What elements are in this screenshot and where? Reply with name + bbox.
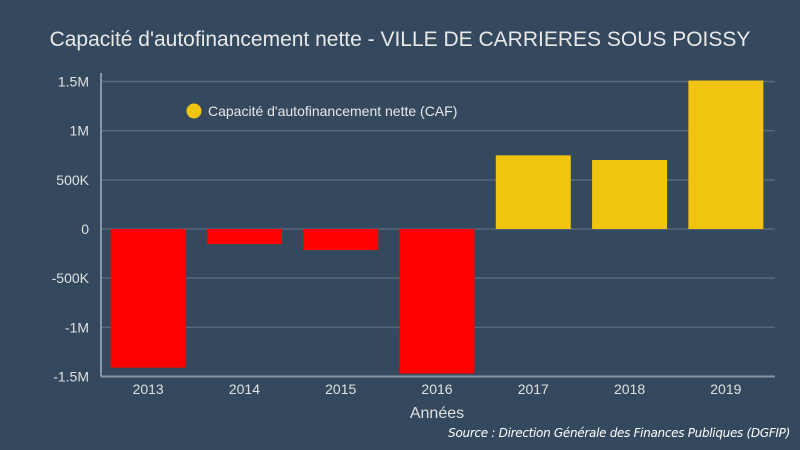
bar-2016 [399,229,475,374]
x-tick-label: 2013 [133,381,164,397]
y-tick-label: 1M [70,123,89,139]
y-tick-label: 1.5M [58,74,89,90]
y-tick-label: -1.5M [53,369,89,385]
y-tick-label: -1M [65,319,89,335]
bars [110,80,764,374]
x-axis-label: Années [410,405,464,422]
source-note: Source : Direction Générale des Finances… [448,426,790,440]
bar-2013 [110,229,186,368]
x-tick-labels: 2013 2014 2015 2016 2017 2018 2019 [133,381,742,397]
x-tick-label: 2017 [518,381,549,397]
bar-2014 [206,229,282,245]
legend[interactable]: Capacité d'autofinancement nette (CAF) [186,103,458,119]
x-tick-label: 2016 [421,381,452,397]
axes [100,73,775,378]
y-tick-label: 0 [81,221,89,237]
bar-2019 [688,80,764,230]
bar-2015 [303,229,379,251]
y-tick-labels: 1.5M 1M 500K 0 -500K -1M -1.5M [52,74,90,385]
x-tick-label: 2019 [710,381,741,397]
x-tick-label: 2014 [229,381,260,397]
legend-label: Capacité d'autofinancement nette (CAF) [208,103,457,119]
chart-title: Capacité d'autofinancement nette - VILLE… [49,28,751,51]
x-tick-label: 2015 [325,381,356,397]
x-tick-label: 2018 [614,381,645,397]
y-tick-label: -500K [52,270,90,286]
bar-2018 [592,159,668,229]
bar-2017 [495,155,571,229]
legend-marker [186,103,202,119]
y-tick-label: 500K [56,172,89,188]
